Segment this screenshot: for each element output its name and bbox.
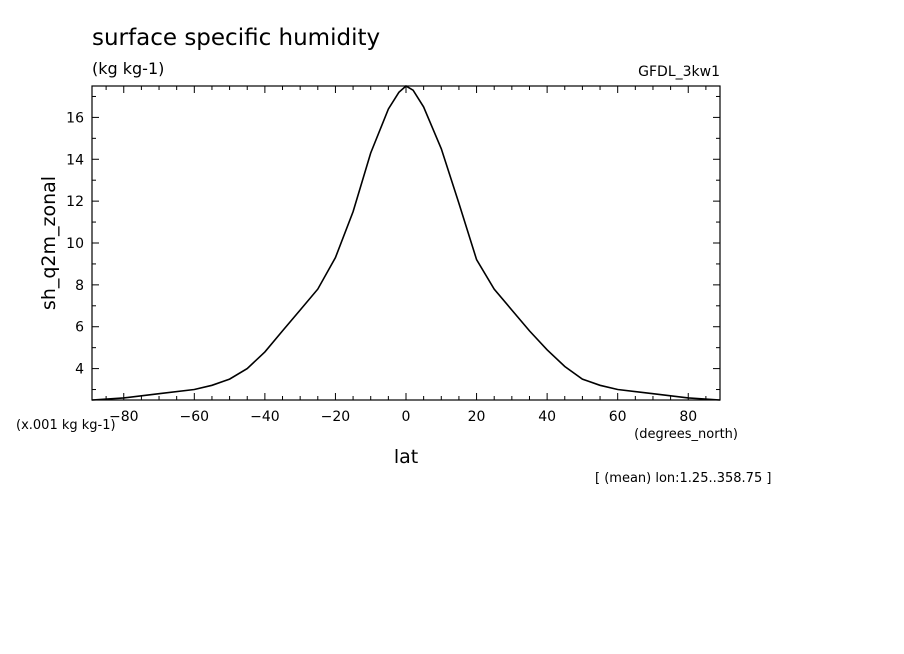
x-tick-label: 80 — [679, 409, 697, 425]
y-tick-label: 10 — [66, 236, 84, 252]
chart-title: surface specific humidity — [92, 25, 380, 51]
units-label: (kg kg-1) — [92, 59, 164, 78]
x-tick-label: 40 — [538, 409, 556, 425]
y-tick-label: 6 — [75, 320, 84, 336]
x-tick-label: −40 — [250, 409, 280, 425]
y-tick-label: 8 — [75, 278, 84, 294]
y-tick-label: 16 — [66, 110, 84, 126]
y-tick-label: 4 — [75, 362, 84, 378]
x-axis-ticks: −80 −60 −40 −20 0 20 40 60 80 — [105, 86, 707, 425]
y-scale-note: (x.001 kg kg-1) — [16, 418, 116, 433]
model-label: GFDL_3kw1 — [638, 64, 720, 80]
x-tick-label: 0 — [402, 409, 411, 425]
series-line — [91, 85, 721, 401]
footnote: [ (mean) lon:1.25..358.75 ] — [595, 471, 771, 486]
y-tick-label: 12 — [66, 194, 84, 210]
x-tick-label: −80 — [109, 409, 139, 425]
x-axis-units: (degrees_north) — [634, 427, 738, 442]
x-tick-label: 20 — [468, 409, 486, 425]
y-axis-ticks: 4 6 8 10 12 14 16 — [66, 95, 720, 391]
x-tick-label: −60 — [180, 409, 210, 425]
plot-frame — [91, 85, 721, 401]
x-tick-label: −20 — [321, 409, 351, 425]
x-axis-label: lat — [394, 446, 418, 468]
y-tick-label: 14 — [66, 152, 84, 168]
y-axis-label: sh_q2m_zonal — [38, 176, 60, 310]
x-tick-label: 60 — [609, 409, 627, 425]
